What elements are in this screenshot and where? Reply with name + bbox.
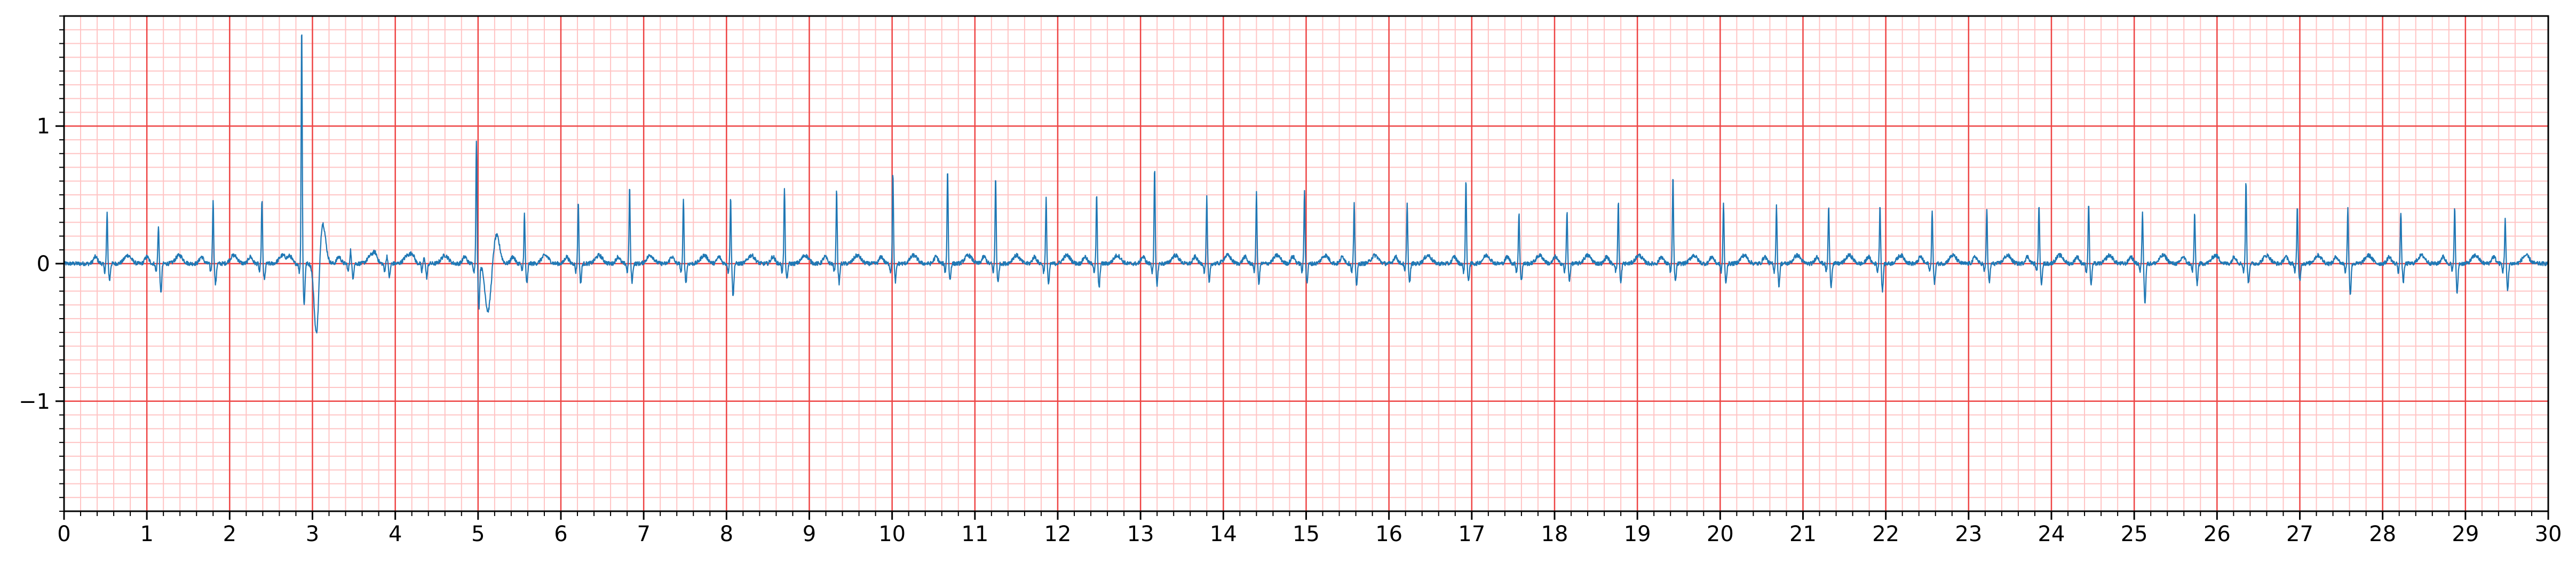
- y-tick-label: 1: [37, 114, 50, 139]
- x-tick-label: 3: [306, 522, 319, 546]
- x-tick-label: 24: [2038, 522, 2065, 546]
- x-tick-label: 28: [2369, 522, 2396, 546]
- x-tick-label: 4: [389, 522, 402, 546]
- x-tick-label: 10: [878, 522, 906, 546]
- x-tick-label: 19: [1624, 522, 1651, 546]
- y-tick-label: −1: [19, 390, 50, 414]
- trace-layer: [63, 34, 2549, 334]
- x-tick-label: 11: [961, 522, 988, 546]
- x-tick-label: 7: [637, 522, 650, 546]
- x-tick-label: 1: [140, 522, 153, 546]
- x-tick-label: 6: [554, 522, 567, 546]
- x-tick-label: 18: [1541, 522, 1568, 546]
- x-tick-label: 13: [1127, 522, 1154, 546]
- x-tick-label: 23: [1955, 522, 1982, 546]
- x-tick-label: 8: [720, 522, 733, 546]
- x-tick-label: 20: [1707, 522, 1734, 546]
- x-tick-label: 30: [2535, 522, 2562, 546]
- x-tick-label: 16: [1375, 522, 1402, 546]
- x-tick-label: 29: [2452, 522, 2479, 546]
- x-tick-label: 9: [803, 522, 816, 546]
- x-tick-label: 0: [57, 522, 70, 546]
- ecg-trace-line: [63, 34, 2549, 334]
- x-tick-label: 21: [1789, 522, 1817, 546]
- x-tick-label: 14: [1210, 522, 1237, 546]
- x-tick-label: 15: [1293, 522, 1320, 546]
- x-tick-label: 5: [471, 522, 485, 546]
- y-tick-label: 0: [37, 252, 50, 276]
- x-tick-label: 25: [2121, 522, 2148, 546]
- x-tick-label: 17: [1458, 522, 1485, 546]
- x-tick-label: 27: [2286, 522, 2313, 546]
- x-tick-label: 2: [223, 522, 236, 546]
- x-axis: 0 1 2 3 4 5 6 7 8 9 10 11 12 13 14 15 16 17 18 19 20 21 22 23 24…: [57, 511, 2562, 546]
- y-axis: −1 0 1: [19, 15, 64, 512]
- x-tick-label: 26: [2204, 522, 2231, 546]
- x-tick-label: 12: [1044, 522, 1072, 546]
- x-tick-label: 22: [1872, 522, 1899, 546]
